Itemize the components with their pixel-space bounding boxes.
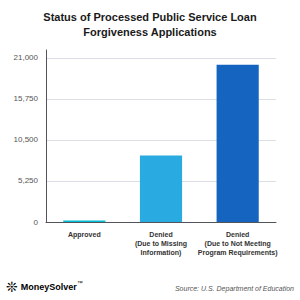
svg-text:21,000: 21,000 [14,53,39,62]
svg-text:Source: U.S. Department of Edu: Source: U.S. Department of Education [175,285,294,293]
svg-text:(Due to Not Meeting: (Due to Not Meeting [205,240,271,248]
svg-text:5,250: 5,250 [18,176,39,185]
svg-text:Status of Processed Public Ser: Status of Processed Public Service Loan [43,11,257,23]
svg-text:Information): Information) [141,249,182,257]
svg-text:Program Requirements): Program Requirements) [198,249,278,257]
svg-text:™: ™ [77,280,83,286]
svg-text:(Due to Missing: (Due to Missing [135,240,187,248]
svg-text:15,750: 15,750 [14,94,39,103]
svg-text:Forgiveness Applications: Forgiveness Applications [83,26,216,38]
svg-text:MoneySolver: MoneySolver [21,282,78,292]
svg-text:❊: ❊ [6,279,18,295]
svg-text:Approved: Approved [68,231,101,239]
svg-text:0: 0 [34,218,39,227]
svg-text:Denied: Denied [226,231,249,238]
svg-text:Denied: Denied [149,231,172,238]
svg-text:10,500: 10,500 [14,135,39,144]
